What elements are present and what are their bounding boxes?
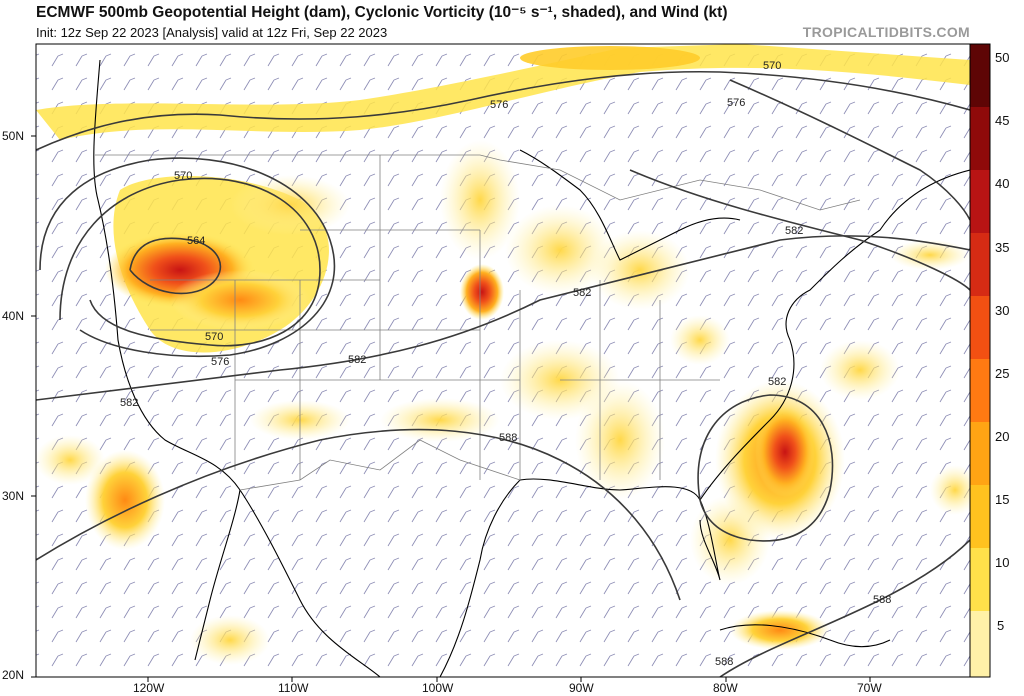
- wind-barbs: [36, 44, 970, 677]
- contour-label: 582: [573, 287, 591, 299]
- contour-label-group: 570 564 570 576 576 570 576 582 582 582 …: [120, 60, 891, 668]
- contour-label: 564: [187, 235, 205, 247]
- lat-label: 20N: [2, 668, 25, 682]
- lat-label: 50N: [2, 129, 25, 143]
- contour-label: 582: [120, 397, 138, 409]
- contour-label: 588: [715, 656, 733, 668]
- map-title: ECMWF 500mb Geopotential Height (dam), C…: [36, 4, 728, 21]
- contour-label: 582: [785, 225, 803, 237]
- colorbar-tick: 45: [995, 113, 1010, 128]
- colorbar-tick: 50: [995, 50, 1010, 65]
- contour-label: 570: [763, 60, 781, 72]
- brand-watermark: TROPICALTIDBITS.COM: [802, 24, 970, 40]
- coastlines: [93, 59, 970, 677]
- contour-label: 588: [499, 432, 517, 444]
- colorbar-tick: 5: [997, 618, 1005, 633]
- colorbar-tick: 40: [995, 176, 1010, 191]
- height-contours: [36, 70, 970, 677]
- colorbar-tick: 20: [995, 429, 1010, 444]
- colorbar-tick: 15: [995, 492, 1010, 507]
- colorbar-tick: 30: [995, 303, 1010, 318]
- lon-label: 120W: [133, 681, 165, 695]
- contour-label: 582: [768, 376, 786, 388]
- contour-label: 570: [205, 331, 223, 343]
- lat-label: 30N: [2, 489, 25, 503]
- contour-label: 570: [174, 170, 192, 182]
- lon-label: 110W: [278, 681, 309, 695]
- colorbar-tick: 25: [995, 366, 1010, 381]
- contour-label: 588: [873, 594, 891, 606]
- colorbar-tick: 10: [995, 555, 1010, 570]
- contour-label: 576: [727, 97, 745, 109]
- lon-label: 100W: [422, 681, 454, 695]
- colorbar: [969, 43, 991, 678]
- contour-label: 576: [211, 356, 229, 368]
- lat-label: 40N: [2, 309, 25, 323]
- contour-label: 576: [490, 99, 508, 111]
- colorbar-tick: 35: [995, 240, 1010, 255]
- map-subtitle: Init: 12z Sep 22 2023 [Analysis] valid a…: [36, 25, 388, 40]
- axis-ticks: [31, 135, 871, 682]
- lon-label: 90W: [569, 681, 594, 695]
- contour-label: 582: [348, 354, 366, 366]
- lon-label: 70W: [857, 681, 882, 695]
- lon-label: 80W: [713, 681, 738, 695]
- vorticity-shading: [36, 44, 970, 665]
